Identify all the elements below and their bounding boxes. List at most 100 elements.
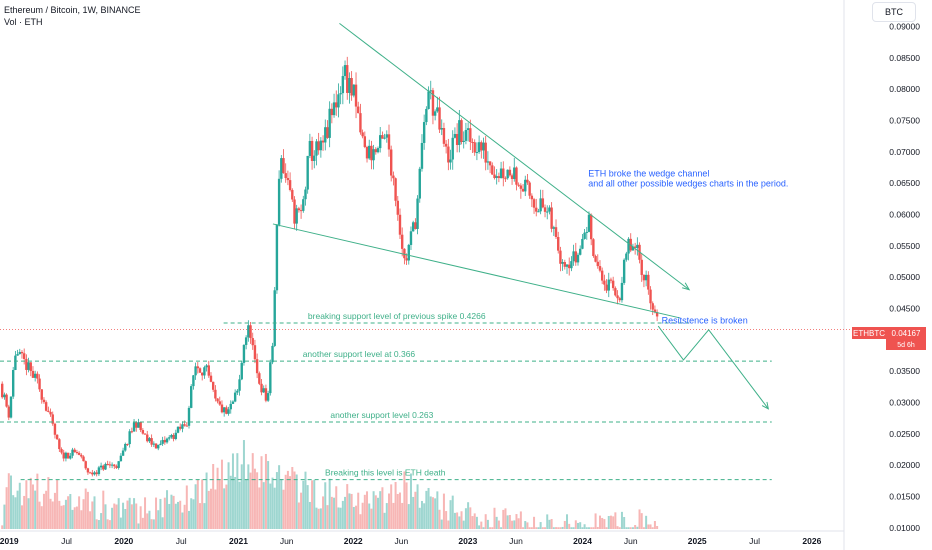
- volume-bar: [570, 527, 573, 529]
- candle-body: [157, 444, 160, 449]
- candle-body: [422, 122, 426, 143]
- x-tick-label: 2021: [229, 536, 248, 546]
- candle-body: [218, 401, 221, 405]
- price-tag-value-bg: [886, 327, 926, 350]
- volume-bar: [198, 503, 201, 529]
- volume-bar: [394, 481, 397, 529]
- volume-bar: [155, 497, 158, 529]
- volume-bar: [209, 488, 212, 529]
- candle-body: [532, 199, 536, 208]
- volume-bar: [67, 496, 70, 529]
- volume-bar: [462, 520, 465, 529]
- candle-body: [55, 434, 59, 440]
- candle-body: [170, 434, 173, 438]
- candle-body: [190, 386, 193, 408]
- volume-bar: [579, 522, 582, 529]
- volume-bar: [412, 496, 415, 529]
- volume-bar: [58, 500, 61, 529]
- candle-body: [609, 279, 613, 281]
- candle-body: [346, 65, 349, 93]
- candle-body: [25, 358, 28, 370]
- candle-body: [403, 248, 406, 259]
- candle-body: [216, 398, 219, 402]
- volume-bar: [163, 497, 166, 529]
- volume-bar: [656, 526, 659, 529]
- volume-bar: [497, 520, 500, 529]
- volume-bar: [205, 472, 208, 529]
- volume-bar: [227, 462, 230, 529]
- candle-body: [400, 234, 404, 249]
- candle-body: [519, 185, 523, 189]
- candle-body: [647, 274, 650, 290]
- candle-body: [484, 142, 487, 163]
- volume-bar: [291, 467, 294, 529]
- volume-bar: [315, 507, 318, 529]
- candle-body: [211, 381, 215, 390]
- candle-body: [306, 155, 309, 190]
- volume-bar: [374, 495, 377, 529]
- volume-bar: [238, 481, 241, 529]
- volume-bar: [348, 493, 351, 529]
- candle-body: [350, 78, 353, 96]
- candle-body: [84, 461, 87, 469]
- candle-body: [627, 238, 630, 254]
- candle-body: [304, 189, 307, 200]
- volume-bar: [614, 512, 617, 529]
- x-tick-label: 2025: [688, 536, 707, 546]
- candle-body: [95, 472, 98, 475]
- volume-bar: [304, 471, 307, 529]
- candle-body: [36, 373, 39, 379]
- volume-bar: [251, 453, 254, 529]
- volume-bar: [89, 511, 92, 529]
- x-tick-label: 2019: [0, 536, 19, 546]
- volume-bar: [387, 493, 390, 529]
- volume-bar: [216, 467, 219, 529]
- x-tick-label: Jun: [394, 536, 408, 546]
- candle-body: [462, 140, 465, 142]
- candle-body: [521, 188, 525, 192]
- volume-bar: [649, 524, 652, 529]
- volume-bar: [495, 516, 498, 529]
- volume-bar: [194, 484, 197, 529]
- x-tick-label: Jun: [624, 536, 638, 546]
- candle-body: [594, 256, 597, 262]
- volume-bar: [179, 500, 182, 529]
- y-tick-label: 0.08000: [889, 84, 920, 94]
- volume-bar: [563, 520, 566, 529]
- volume-bar: [317, 508, 320, 529]
- volume-bar: [47, 477, 50, 529]
- candle-body: [288, 180, 292, 191]
- candle-body: [51, 414, 54, 424]
- volume-bar: [629, 527, 632, 529]
- volume-bar: [256, 472, 259, 529]
- candle-body: [596, 261, 599, 267]
- volume-bar: [366, 491, 369, 529]
- candle-body: [524, 179, 527, 192]
- volume-bar: [431, 497, 434, 529]
- level-0.366-label: another support level at 0.366: [303, 349, 416, 359]
- candle-body: [383, 137, 386, 139]
- candle-body: [550, 207, 553, 229]
- volume-bar: [506, 515, 509, 529]
- y-tick-label: 0.06000: [889, 210, 920, 220]
- wedge-upper-line: [339, 23, 690, 291]
- volume-bar: [319, 508, 322, 529]
- candle-body: [396, 200, 399, 215]
- currency-button[interactable]: BTC: [872, 2, 916, 22]
- candle-body: [27, 362, 30, 370]
- candle-body: [326, 127, 329, 138]
- volume-bar: [16, 490, 19, 529]
- candle-body: [361, 132, 364, 137]
- candle-body: [77, 452, 81, 455]
- candle-body: [82, 456, 85, 462]
- y-tick-label: 0.07000: [889, 147, 920, 157]
- candle-body: [251, 338, 254, 346]
- candle-body: [159, 443, 162, 445]
- candle-body: [255, 359, 259, 374]
- candle-body: [376, 148, 380, 153]
- candle-body: [548, 207, 551, 212]
- candle-body: [561, 262, 564, 264]
- candle-body: [295, 208, 298, 224]
- candle-body: [578, 248, 582, 255]
